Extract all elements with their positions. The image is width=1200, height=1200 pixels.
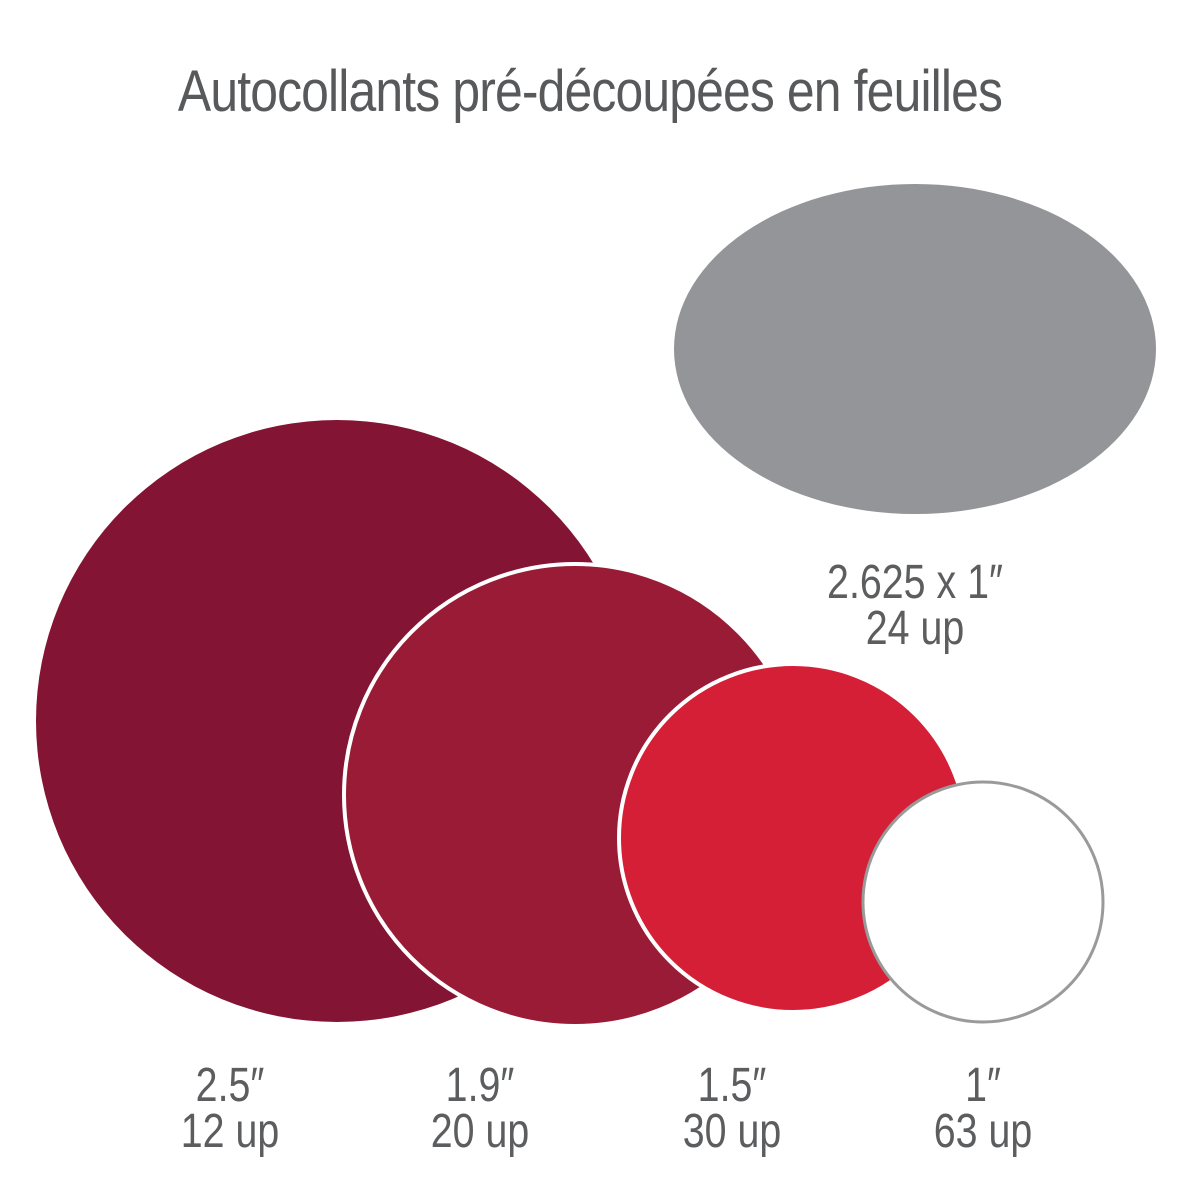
oval-sticker-shape	[674, 184, 1156, 514]
circle-1-label: 1″ 63 up	[901, 1059, 1065, 1158]
circle-2-5-count: 12 up	[180, 1105, 280, 1158]
page-title: Autocollants pré-découpées en feuilles	[177, 59, 1003, 124]
circle-2-5-size: 2.5″	[195, 1059, 265, 1112]
circle-1-9-label: 1.9″ 20 up	[398, 1059, 562, 1158]
oval-size: 2.625 x 1″	[827, 556, 1003, 609]
circle-1-count: 63 up	[933, 1105, 1033, 1158]
circle-1-sticker-shape	[861, 780, 1105, 1024]
circle-2-5-label: 2.5″ 12 up	[148, 1059, 312, 1158]
circle-1-5-size: 1.5″	[697, 1059, 767, 1112]
circle-1-5-count: 30 up	[682, 1105, 782, 1158]
oval-sticker-label: 2.625 x 1″ 24 up	[813, 556, 1018, 655]
circle-1-9-size: 1.9″	[445, 1059, 515, 1112]
circle-1-5-label: 1.5″ 30 up	[650, 1059, 814, 1158]
oval-count: 24 up	[865, 602, 965, 655]
circle-1-size: 1″	[965, 1059, 1001, 1112]
circle-1-9-count: 20 up	[430, 1105, 530, 1158]
